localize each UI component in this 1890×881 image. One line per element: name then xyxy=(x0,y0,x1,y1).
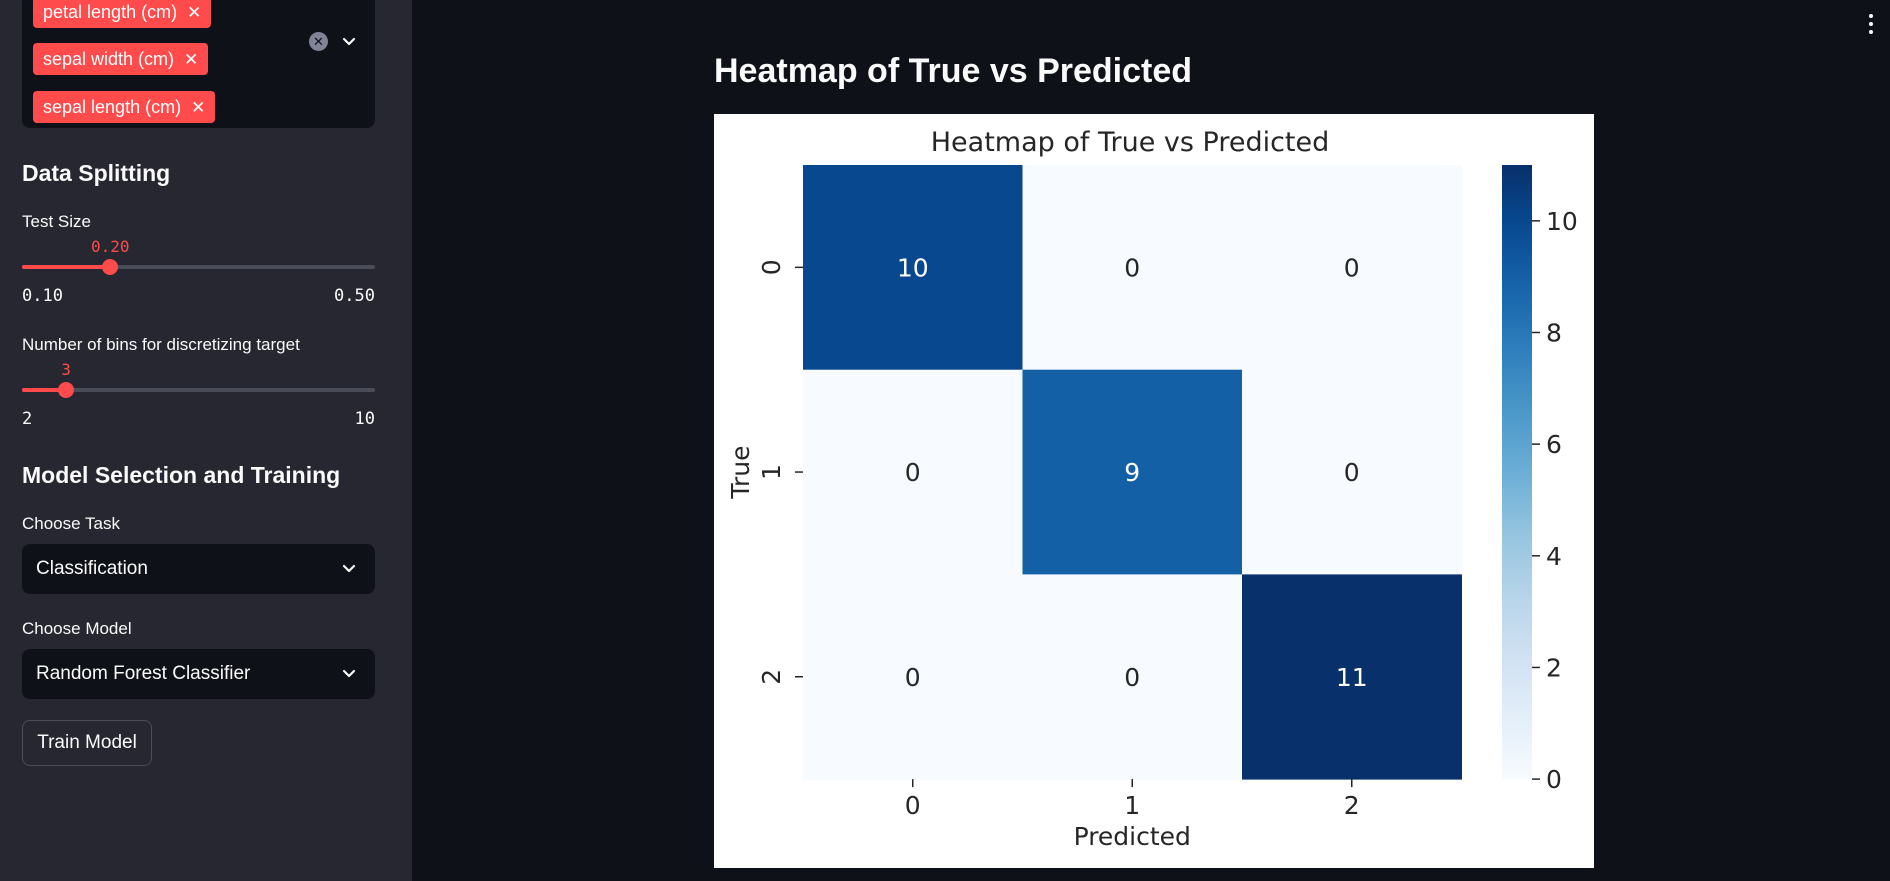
tag-label: sepal length (cm) xyxy=(43,97,181,117)
bins-slider[interactable] xyxy=(22,388,375,392)
colorbar-tick-label: 10 xyxy=(1546,207,1578,236)
remove-tag-icon[interactable]: ✕ xyxy=(184,50,198,69)
test-size-slider[interactable] xyxy=(22,265,375,269)
cell-label: 0 xyxy=(1124,663,1140,692)
slider-fill xyxy=(22,265,110,269)
y-tick-label: 0 xyxy=(757,259,786,275)
y-tick-label: 1 xyxy=(757,464,786,480)
test-size-value: 0.20 xyxy=(91,237,130,256)
colorbar-tick-label: 2 xyxy=(1546,653,1562,682)
choose-model-label: Choose Model xyxy=(22,619,132,639)
test-size-label: Test Size xyxy=(22,212,91,232)
cell-label: 0 xyxy=(1344,253,1360,282)
cell-label: 0 xyxy=(1344,458,1360,487)
data-splitting-heading: Data Splitting xyxy=(22,160,170,187)
bins-label: Number of bins for discretizing target xyxy=(22,335,300,355)
cell-label: 0 xyxy=(1124,253,1140,282)
cell-label: 0 xyxy=(905,458,921,487)
y-tick-label: 2 xyxy=(757,669,786,685)
colorbar-tick-label: 6 xyxy=(1546,430,1562,459)
chart-title: Heatmap of True vs Predicted xyxy=(931,127,1330,158)
test-size-min: 0.10 xyxy=(22,286,63,306)
test-size-max: 0.50 xyxy=(334,286,375,306)
select-value: Classification xyxy=(36,558,148,579)
y-axis-label: True xyxy=(726,445,755,499)
chevron-down-icon[interactable] xyxy=(342,562,356,576)
bins-max: 10 xyxy=(355,409,375,429)
slider-thumb[interactable] xyxy=(102,259,118,275)
colorbar-tick-label: 4 xyxy=(1546,542,1562,571)
feature-tag-sepal-length: sepal length (cm) ✕ xyxy=(33,91,215,123)
x-tick-label: 1 xyxy=(1124,791,1140,820)
chevron-down-icon[interactable] xyxy=(342,35,356,49)
train-model-button[interactable]: Train Model xyxy=(22,720,152,766)
features-multiselect[interactable]: petal length (cm) ✕ sepal width (cm) ✕ sep… xyxy=(22,0,375,128)
slider-thumb[interactable] xyxy=(58,382,74,398)
bins-value: 3 xyxy=(61,360,71,379)
sidebar: petal length (cm) ✕ sepal width (cm) ✕ sep… xyxy=(0,0,412,881)
chevron-down-icon[interactable] xyxy=(342,667,356,681)
cell-label: 10 xyxy=(897,253,929,282)
clear-all-icon[interactable]: ✕ xyxy=(309,32,328,51)
colorbar-tick-label: 0 xyxy=(1546,765,1562,794)
model-selection-heading: Model Selection and Training xyxy=(22,462,340,489)
select-value: Random Forest Classifier xyxy=(36,663,250,684)
tag-label: petal length (cm) xyxy=(43,2,177,22)
feature-tag-petal-length: petal length (cm) ✕ xyxy=(33,0,211,28)
x-tick-label: 2 xyxy=(1344,791,1360,820)
choose-task-select[interactable]: Classification xyxy=(22,544,375,594)
tag-label: sepal width (cm) xyxy=(43,49,174,69)
choose-model-select[interactable]: Random Forest Classifier xyxy=(22,649,375,699)
x-tick-label: 0 xyxy=(905,791,921,820)
bins-min: 2 xyxy=(22,409,32,429)
page-title: Heatmap of True vs Predicted xyxy=(714,52,1192,91)
feature-tag-sepal-width: sepal width (cm) ✕ xyxy=(33,43,208,75)
colorbar xyxy=(1502,165,1532,779)
remove-tag-icon[interactable]: ✕ xyxy=(191,98,205,117)
cell-label: 11 xyxy=(1336,663,1368,692)
heatmap-figure: Heatmap of True vs Predicted 10 0 0 0 9 0 0 0 11 0… xyxy=(714,114,1594,868)
cell-label: 0 xyxy=(905,663,921,692)
colorbar-tick-label: 8 xyxy=(1546,318,1562,347)
main-menu-icon[interactable] xyxy=(1868,14,1874,36)
cell-label: 9 xyxy=(1124,458,1140,487)
choose-task-label: Choose Task xyxy=(22,514,120,534)
x-axis-label: Predicted xyxy=(1074,822,1191,851)
remove-tag-icon[interactable]: ✕ xyxy=(187,3,201,22)
